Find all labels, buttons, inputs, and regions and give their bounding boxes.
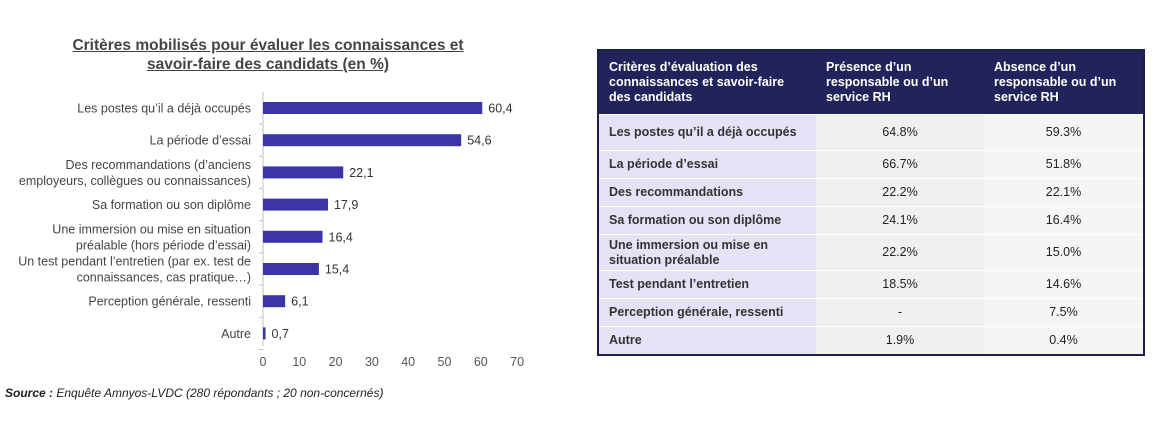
category-label: connaissances, cas pratique…) [77, 271, 251, 285]
source-text: Enquête Amnyos-LVDC (280 répondants ; 20… [56, 386, 384, 400]
table-header-row: Critères d’évaluation des connaissances … [598, 50, 1144, 115]
bar [263, 134, 462, 147]
chart-title: Critères mobilisés pour évaluer les conn… [30, 36, 506, 74]
row-absence: 15.0% [984, 234, 1144, 271]
data-label: 15,4 [325, 263, 349, 277]
data-label: 22,1 [349, 166, 373, 180]
data-label: 54,6 [467, 134, 491, 148]
category-label: Un test pendant l’entretien (par ex. tes… [18, 255, 251, 269]
row-presence: 18.5% [816, 270, 984, 299]
x-tick-label: 30 [365, 355, 379, 369]
row-presence: 22.2% [816, 178, 984, 207]
table-row: Une immersion ou mise en situation préal… [598, 234, 1144, 271]
chart-title-line-2: savoir-faire des candidats (en %) [146, 56, 390, 73]
row-label: Une immersion ou mise en situation préal… [598, 234, 816, 271]
bar [263, 263, 319, 275]
category-label: Des recommandations (d’anciens [65, 158, 251, 172]
row-label: Perception générale, ressenti [598, 298, 816, 327]
header-presence: Présence d’un responsable ou d’un servic… [816, 50, 984, 115]
x-tick-label: 0 [260, 355, 267, 369]
row-presence: - [816, 298, 984, 327]
category-label: Perception générale, ressenti [88, 295, 251, 309]
category-label: Une immersion ou mise en situation [52, 222, 251, 236]
bar [263, 230, 323, 243]
row-absence: 51.8% [984, 150, 1144, 179]
row-label: Les postes qu’il a déjà occupés [598, 114, 816, 151]
data-label: 0,7 [272, 327, 289, 341]
chart-title-line-1: Critères mobilisés pour évaluer les conn… [72, 37, 464, 54]
table-row: Sa formation ou son diplôme 24.1% 16.4% [598, 206, 1144, 235]
category-label: préalable (hors période d’essai) [76, 238, 251, 252]
x-tick-label: 70 [510, 355, 524, 369]
x-tick-label: 20 [329, 355, 343, 369]
category-label: Sa formation ou son diplôme [92, 198, 251, 212]
row-presence: 66.7% [816, 150, 984, 179]
category-label: La période d’essai [150, 134, 251, 148]
source-note: Source : Enquête Amnyos-LVDC (280 répond… [5, 386, 383, 400]
category-label: Autre [221, 327, 251, 341]
header-criteria: Critères d’évaluation des connaissances … [598, 50, 816, 115]
table-row: Test pendant l’entretien 18.5% 14.6% [598, 270, 1144, 299]
row-presence: 24.1% [816, 206, 984, 235]
x-tick-label: 10 [292, 355, 306, 369]
row-absence: 7.5% [984, 298, 1144, 327]
bar [263, 102, 483, 114]
category-label: employeurs, collègues ou connaissances) [19, 174, 251, 188]
data-label: 60,4 [488, 102, 512, 116]
data-label: 16,4 [329, 230, 353, 244]
source-label: Source : [5, 386, 54, 400]
data-label: 6,1 [291, 295, 308, 309]
bar [263, 198, 328, 211]
row-absence: 14.6% [984, 270, 1144, 299]
data-label: 17,9 [334, 198, 358, 212]
row-label: Autre [598, 326, 816, 355]
row-label: Des recommandations [598, 178, 816, 207]
row-absence: 0.4% [984, 326, 1144, 355]
row-label: Test pendant l’entretien [598, 270, 816, 299]
table-row: Perception générale, ressenti - 7.5% [598, 298, 1144, 327]
comparison-table: Critères d’évaluation des connaissances … [597, 49, 1145, 356]
row-label: La période d’essai [598, 150, 816, 179]
table-row: Les postes qu’il a déjà occupés 64.8% 59… [598, 114, 1144, 151]
bar [263, 327, 266, 340]
row-absence: 59.3% [984, 114, 1144, 151]
table-row: La période d’essai 66.7% 51.8% [598, 150, 1144, 179]
category-label: Les postes qu’il a déjà occupés [77, 102, 251, 116]
header-absence: Absence d’un responsable ou d’un service… [984, 50, 1144, 115]
row-absence: 22.1% [984, 178, 1144, 207]
x-tick-label: 50 [438, 355, 452, 369]
table-row: Des recommandations 22.2% 22.1% [598, 178, 1144, 207]
bar-chart: 0 10 20 30 40 50 60 70 60,4 Les postes qu’il a dé… [18, 92, 524, 369]
row-label: Sa formation ou son diplôme [598, 206, 816, 235]
bar [263, 166, 344, 179]
table-row: Autre 1.9% 0.4% [598, 326, 1144, 355]
bar [263, 295, 286, 308]
row-absence: 16.4% [984, 206, 1144, 235]
x-tick-label: 60 [474, 355, 488, 369]
row-presence: 22.2% [816, 234, 984, 271]
row-presence: 1.9% [816, 326, 984, 355]
row-presence: 64.8% [816, 114, 984, 151]
x-tick-label: 40 [401, 355, 415, 369]
